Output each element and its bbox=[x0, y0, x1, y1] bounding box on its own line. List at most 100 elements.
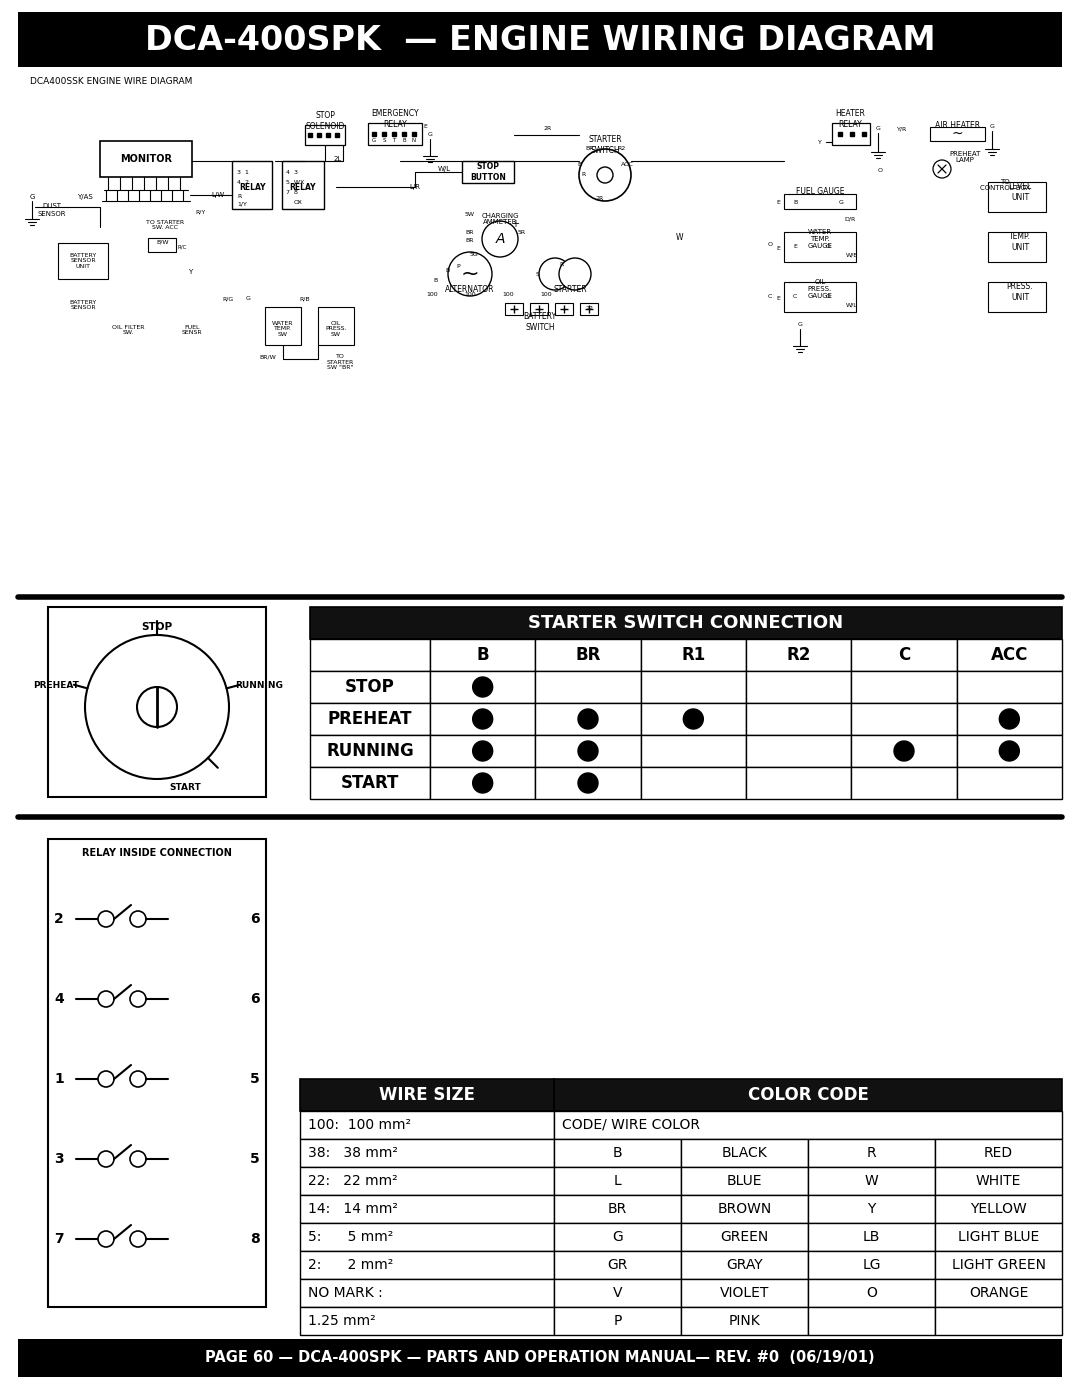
Text: 2L: 2L bbox=[334, 156, 342, 162]
Text: B: B bbox=[793, 200, 797, 204]
Bar bbox=[310, 638, 430, 671]
Bar bbox=[808, 1166, 935, 1194]
Bar bbox=[555, 303, 573, 314]
Bar bbox=[746, 735, 851, 767]
Text: OIL
PRESS.
SW: OIL PRESS. SW bbox=[325, 321, 347, 337]
Text: ALTERNATOR: ALTERNATOR bbox=[445, 285, 495, 293]
Text: 5: 5 bbox=[249, 1071, 260, 1085]
Text: TO
STARTER
SW "BR": TO STARTER SW "BR" bbox=[326, 353, 353, 370]
Bar bbox=[430, 671, 536, 703]
Bar bbox=[957, 767, 1062, 799]
Text: 4  2: 4 2 bbox=[237, 179, 249, 184]
Text: ACC: ACC bbox=[990, 645, 1028, 664]
Text: R/Y: R/Y bbox=[194, 210, 205, 215]
Text: 5R: 5R bbox=[518, 229, 526, 235]
Bar bbox=[554, 1194, 681, 1222]
Text: N: N bbox=[411, 138, 416, 144]
Bar bbox=[784, 232, 856, 263]
Text: 100: 100 bbox=[502, 292, 514, 298]
Text: B: B bbox=[434, 278, 438, 284]
Bar bbox=[935, 1250, 1062, 1280]
Circle shape bbox=[130, 990, 146, 1007]
Text: GR: GR bbox=[607, 1259, 627, 1273]
Text: BATTERY
SENSOR
UNIT: BATTERY SENSOR UNIT bbox=[69, 253, 96, 270]
Text: BR: BR bbox=[585, 147, 594, 151]
Text: S: S bbox=[382, 138, 386, 144]
Text: 2R: 2R bbox=[544, 127, 552, 131]
Bar bbox=[930, 127, 985, 141]
Bar bbox=[957, 735, 1062, 767]
Text: W: W bbox=[865, 1173, 878, 1187]
Text: R: R bbox=[559, 263, 564, 267]
Bar bbox=[18, 13, 1062, 67]
Text: P: P bbox=[613, 1315, 622, 1329]
Text: VIOLET: VIOLET bbox=[719, 1287, 769, 1301]
Circle shape bbox=[473, 740, 492, 761]
Text: 4: 4 bbox=[54, 992, 64, 1006]
Text: R: R bbox=[237, 194, 241, 200]
Text: OIL FILTER
SW.: OIL FILTER SW. bbox=[111, 324, 145, 335]
Bar bbox=[310, 608, 1062, 638]
Bar bbox=[305, 124, 345, 145]
Bar bbox=[681, 1250, 808, 1280]
Bar bbox=[851, 767, 957, 799]
Text: R1: R1 bbox=[681, 645, 705, 664]
Text: OIL
PRESS.
GAUGE: OIL PRESS. GAUGE bbox=[808, 279, 833, 299]
Text: E: E bbox=[777, 296, 780, 302]
Text: 22:   22 mm²: 22: 22 mm² bbox=[308, 1173, 397, 1187]
Text: G: G bbox=[825, 244, 831, 250]
Bar bbox=[681, 1280, 808, 1308]
Text: B: B bbox=[578, 162, 582, 168]
Text: G: G bbox=[29, 194, 35, 200]
Text: E: E bbox=[793, 244, 797, 250]
Text: 5  WX: 5 WX bbox=[286, 179, 305, 184]
Text: NO MARK :: NO MARK : bbox=[308, 1287, 382, 1301]
Text: 6: 6 bbox=[249, 992, 259, 1006]
Text: GREEN: GREEN bbox=[720, 1229, 769, 1243]
Text: PINK: PINK bbox=[729, 1315, 760, 1329]
Bar bbox=[746, 703, 851, 735]
Text: LEVEL
UNIT: LEVEL UNIT bbox=[1009, 182, 1031, 201]
Bar bbox=[957, 638, 1062, 671]
Text: DCA400SSK ENGINE WIRE DIAGRAM: DCA400SSK ENGINE WIRE DIAGRAM bbox=[30, 77, 192, 87]
Text: Y: Y bbox=[188, 270, 192, 275]
Bar bbox=[808, 1250, 935, 1280]
Text: CODE/ WIRE COLOR: CODE/ WIRE COLOR bbox=[562, 1118, 700, 1132]
Circle shape bbox=[473, 710, 492, 729]
Bar bbox=[784, 282, 856, 312]
Text: PREHEAT: PREHEAT bbox=[327, 710, 413, 728]
Circle shape bbox=[933, 161, 951, 177]
Text: R2: R2 bbox=[786, 645, 811, 664]
Circle shape bbox=[482, 221, 518, 257]
Circle shape bbox=[98, 911, 114, 928]
Text: G: G bbox=[989, 124, 995, 130]
Bar bbox=[300, 1194, 554, 1222]
Text: OX: OX bbox=[294, 200, 302, 204]
Bar bbox=[640, 671, 746, 703]
Bar bbox=[746, 767, 851, 799]
Bar bbox=[462, 161, 514, 183]
Circle shape bbox=[85, 636, 229, 780]
Text: 6: 6 bbox=[249, 912, 259, 926]
Text: 2R: 2R bbox=[596, 197, 604, 201]
Text: +: + bbox=[511, 219, 519, 229]
Bar bbox=[530, 303, 548, 314]
Circle shape bbox=[473, 678, 492, 697]
Text: 100:  100 mm²: 100: 100 mm² bbox=[308, 1118, 411, 1132]
Text: PREHEAT: PREHEAT bbox=[33, 680, 79, 690]
Text: A: A bbox=[496, 232, 504, 246]
Text: P: P bbox=[456, 264, 460, 270]
Text: HEATER
RELAY: HEATER RELAY bbox=[835, 109, 865, 129]
Text: 100: 100 bbox=[427, 292, 437, 298]
Text: L/R: L/R bbox=[409, 184, 420, 190]
Text: BROWN: BROWN bbox=[717, 1201, 771, 1215]
Bar bbox=[554, 1139, 681, 1166]
Text: FUEL
SENSR: FUEL SENSR bbox=[181, 324, 202, 335]
Bar bbox=[988, 182, 1047, 212]
Bar bbox=[554, 1111, 1062, 1139]
Circle shape bbox=[578, 773, 598, 793]
Text: 5:      5 mm²: 5: 5 mm² bbox=[308, 1229, 393, 1243]
Text: G: G bbox=[838, 200, 843, 204]
Text: T: T bbox=[392, 138, 395, 144]
Bar bbox=[554, 1166, 681, 1194]
